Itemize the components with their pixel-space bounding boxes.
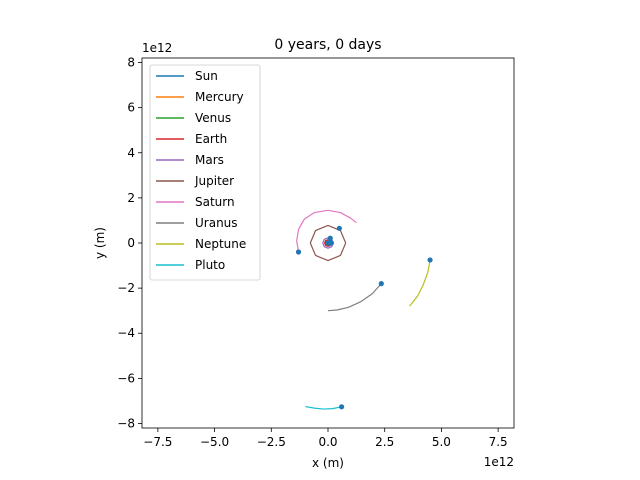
planet-marker-jupiter: [336, 225, 342, 231]
orbit-trails: [296, 209, 431, 410]
x-axis-offset-label: 1e12: [484, 455, 514, 469]
x-axis-label: x (m): [312, 456, 344, 470]
planet-marker-pluto: [339, 404, 345, 410]
orbit-trail-pluto: [305, 405, 342, 410]
orbit-trail-jupiter: [309, 224, 347, 262]
planet-marker-mars: [327, 235, 333, 241]
y-tick-label: 0: [127, 236, 135, 250]
legend-label-venus: Venus: [195, 111, 231, 125]
legend-label-jupiter: Jupiter: [194, 174, 234, 188]
legend-label-mercury: Mercury: [195, 90, 244, 104]
legend-label-pluto: Pluto: [195, 258, 225, 272]
planet-marker-neptune: [427, 257, 433, 263]
chart-title: 0 years, 0 days: [274, 37, 381, 53]
y-axis-offset-label: 1e12: [142, 41, 172, 55]
planet-marker-uranus: [378, 281, 384, 287]
x-tick-label: 0.0: [318, 435, 337, 449]
y-tick-label: −8: [117, 416, 135, 430]
legend-label-sun: Sun: [195, 69, 218, 83]
legend-label-saturn: Saturn: [195, 195, 235, 209]
x-tick-label: −5.0: [200, 435, 229, 449]
y-tick-label: −2: [117, 281, 135, 295]
planet-markers: [295, 225, 433, 410]
x-tick-label: 2.5: [375, 435, 394, 449]
legend-label-neptune: Neptune: [195, 237, 246, 251]
y-tick-label: 2: [127, 191, 135, 205]
x-axis-ticks: −7.5 −5.0 −2.5 0.0 2.5 5.0 7.5: [143, 428, 508, 449]
legend-label-uranus: Uranus: [195, 216, 238, 230]
legend-label-mars: Mars: [195, 153, 224, 167]
x-tick-label: −7.5: [143, 435, 172, 449]
x-tick-label: 7.5: [489, 435, 508, 449]
x-tick-label: 5.0: [432, 435, 451, 449]
orbit-trail-neptune: [409, 259, 431, 307]
orbit-trail-saturn: [296, 209, 357, 253]
y-tick-label: 8: [127, 56, 135, 70]
planet-marker-saturn: [295, 249, 302, 255]
legend-label-earth: Earth: [195, 132, 227, 146]
orbit-trail-uranus: [327, 283, 382, 312]
y-tick-label: 4: [127, 146, 135, 160]
y-axis-label: y (m): [93, 227, 107, 259]
y-tick-label: 6: [127, 101, 135, 115]
x-tick-label: −2.5: [257, 435, 286, 449]
legend: Sun Mercury Venus Earth Mars Jupiter Saturn Ura…: [149, 64, 261, 281]
y-axis-ticks: −8 −6 −4 −2 0 2 4 6 8: [117, 56, 142, 430]
planet-marker-earth: [328, 240, 335, 246]
y-tick-label: −6: [117, 371, 135, 385]
y-tick-label: −4: [117, 326, 135, 340]
